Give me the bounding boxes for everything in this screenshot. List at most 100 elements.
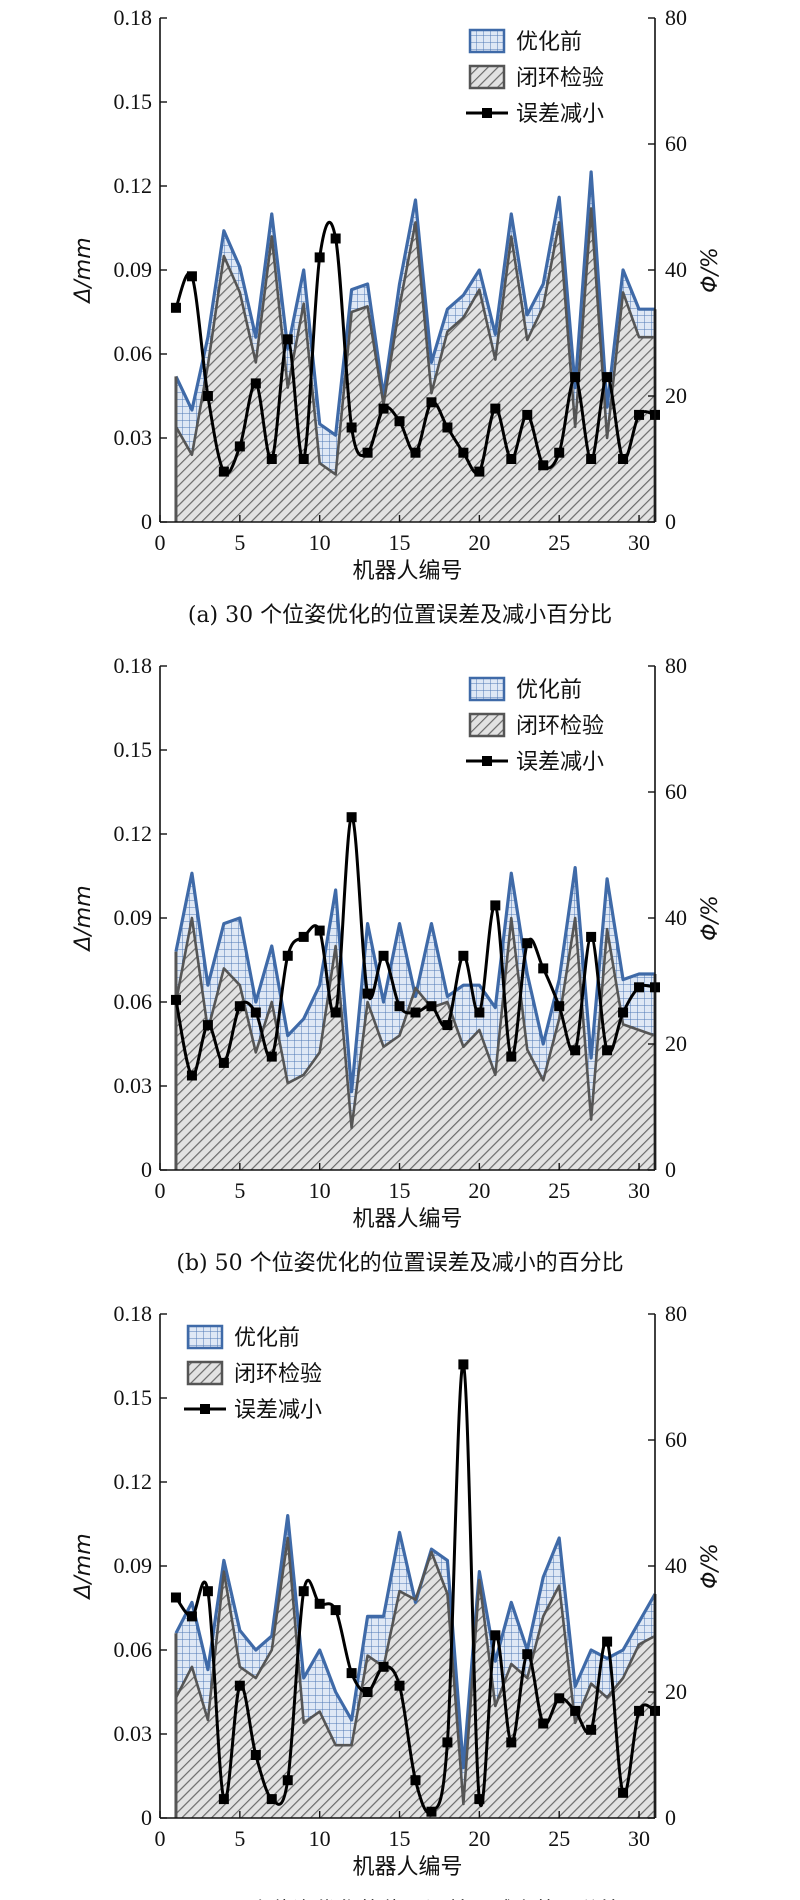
y2-tick-label: 80 (665, 5, 687, 30)
x-tick-label: 10 (309, 1178, 331, 1203)
y-tick-label: 0.15 (114, 1385, 153, 1410)
reduction-point-25 (554, 447, 565, 458)
y2-tick-label: 0 (665, 1805, 676, 1830)
reduction-point-1 (170, 994, 181, 1005)
reduction-point-26 (570, 372, 581, 383)
reduction-point-13 (362, 1687, 373, 1697)
legend-label-reduction: 误差减小 (234, 1398, 322, 1423)
line-before (174, 1514, 657, 1770)
x-tick-label: 20 (468, 530, 490, 555)
reduction-point-2 (186, 1070, 197, 1081)
reduction-point-30 (634, 1705, 645, 1716)
x-axis-label: 机器人编号 (352, 1207, 462, 1232)
y2-tick-label: 20 (665, 383, 687, 408)
reduction-point-12 (346, 812, 357, 823)
reduction-point-7 (266, 1051, 277, 1062)
reduction-point-4 (218, 1794, 229, 1805)
y2-tick-label: 40 (665, 905, 687, 930)
y-tick-label: 0.09 (114, 1553, 153, 1578)
legend-label-before: 优化前 (516, 678, 582, 703)
reduction-point-10 (314, 925, 325, 936)
reduction-point-20 (474, 466, 485, 477)
x-tick-label: 20 (468, 1826, 490, 1851)
reduction-point-14 (378, 950, 389, 961)
reduction-point-5 (234, 441, 245, 452)
legend-swatch-before (468, 28, 506, 54)
y2-tick-label: 80 (665, 653, 687, 678)
chart-panel-3: 0 0.03 0.06 0.09 0.12 0.15 0.18 0 20 40 60 80 0 5 10 15… (71, 1301, 723, 1900)
y-tick-label: 0 (141, 509, 152, 534)
reduction-point-19 (458, 1359, 469, 1370)
reduction-point-26 (570, 1045, 581, 1056)
area-closed-loop (175, 1538, 655, 1818)
x-tick-label: 25 (548, 1826, 570, 1851)
y2-tick-label: 60 (665, 1427, 687, 1452)
reduction-point-27 (586, 1724, 597, 1735)
reduction-point-13 (362, 988, 373, 999)
y2-axis-label: Φ/% (698, 247, 723, 293)
y-tick-label: 0 (141, 1805, 152, 1830)
x-tick-label: 0 (155, 530, 166, 555)
reduction-point-5 (234, 1680, 245, 1691)
y2-tick-label: 20 (665, 1679, 687, 1704)
reduction-point-20 (474, 1794, 485, 1805)
x-tick-label: 25 (548, 530, 570, 555)
y-axis-label: Δ/mm (71, 237, 96, 304)
reduction-point-2 (186, 271, 197, 282)
reduction-point-3 (202, 1586, 213, 1597)
x-tick-label: 30 (628, 1178, 650, 1203)
x-tick-label: 10 (309, 1826, 331, 1851)
reduction-point-19 (458, 950, 469, 961)
y-tick-label: 0.15 (114, 737, 153, 762)
x-tick-label: 5 (234, 1826, 245, 1851)
x-tick-label: 15 (389, 530, 411, 555)
reduction-point-28 (602, 1045, 613, 1056)
reduction-point-22 (506, 1051, 517, 1062)
y-tick-label: 0.06 (114, 989, 153, 1014)
reduction-point-22 (506, 1737, 517, 1748)
reduction-point-26 (570, 1705, 581, 1716)
x-tick-label: 20 (468, 1178, 490, 1203)
y-tick-label: 0.06 (114, 341, 153, 366)
x-tick-label: 15 (389, 1826, 411, 1851)
y-tick-label: 0.03 (114, 1073, 153, 1098)
legend-swatch-closed-loop (468, 712, 506, 738)
reduction-point-23 (522, 409, 533, 420)
x-tick-label: 10 (309, 530, 331, 555)
y-tick-label: 0.15 (114, 89, 153, 114)
reduction-point-9 (298, 931, 309, 942)
legend-swatch-before (186, 1324, 224, 1350)
area-closed-loop (175, 208, 655, 522)
y-tick-label: 0.09 (114, 257, 153, 282)
reduction-point-25 (554, 1001, 565, 1012)
y2-tick-label: 60 (665, 779, 687, 804)
reduction-point-13 (362, 447, 373, 458)
line-closed-loop (174, 207, 655, 476)
line-closed-loop (174, 1536, 656, 1806)
reduction-point-10 (314, 252, 325, 263)
reduction-point-21 (490, 1630, 501, 1641)
reduction-point-14 (378, 1661, 389, 1672)
y-tick-label: 0.18 (114, 1301, 153, 1326)
chart-panel-2: 0 0.03 0.06 0.09 0.12 0.15 0.18 0 20 40 60 80 0 5 10 15… (71, 653, 723, 1276)
reduction-point-30 (634, 409, 645, 420)
reduction-point-6 (250, 378, 261, 389)
legend-label-closed: 闭环检验 (516, 714, 604, 739)
reduction-point-4 (218, 1057, 229, 1068)
chart-panel-1: 0 0.03 0.06 0.09 0.12 0.15 0.18 0 20 40 60 80 0 5 10 15… (71, 5, 723, 628)
y2-tick-label: 0 (665, 509, 676, 534)
chart-caption: (b) 50 个位姿优化的位置误差及减小的百分比 (176, 1251, 623, 1276)
legend-label-closed: 闭环检验 (234, 1362, 322, 1387)
reduction-point-12 (346, 422, 357, 433)
reduction-point-3 (202, 391, 213, 401)
legend-swatch-reduction-marker (482, 108, 492, 118)
line-closed-loop (174, 916, 656, 1130)
reduction-point-11 (330, 233, 341, 244)
y-tick-label: 0 (141, 1157, 152, 1182)
legend-swatch-closed-loop (468, 64, 506, 90)
reduction-point-16 (410, 1775, 421, 1786)
legend-label-before: 优化前 (516, 30, 582, 55)
reduction-point-7 (266, 454, 277, 464)
